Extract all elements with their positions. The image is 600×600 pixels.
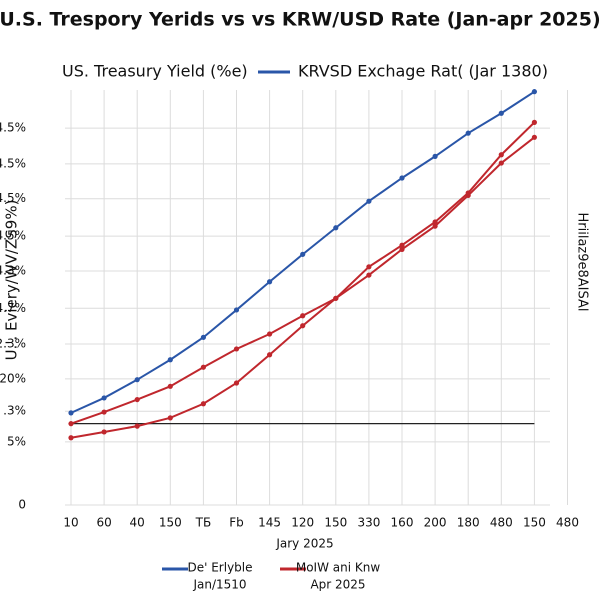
y-tick-label: 2.3% <box>0 336 26 350</box>
x-tick-label: 145 <box>258 516 281 530</box>
x-tick-label: 10 <box>63 516 78 530</box>
x-tick-label: TБ <box>195 516 212 530</box>
point <box>68 410 74 416</box>
point <box>333 225 339 231</box>
point <box>432 223 438 229</box>
x-tick-label: Fb <box>229 516 244 530</box>
point <box>200 401 206 407</box>
point <box>399 246 405 252</box>
point <box>200 364 206 370</box>
point <box>531 134 538 140</box>
point <box>267 279 273 285</box>
y-tick-label: 0 <box>18 498 26 512</box>
x-tick-label: 150 <box>324 516 347 530</box>
point <box>531 119 538 125</box>
y2-axis-label: Hriilaz9e8AISAl <box>575 212 590 311</box>
x-tick-label: 200 <box>424 516 447 530</box>
x-tick-label: 480 <box>556 516 579 530</box>
x-tick-label: 330 <box>357 516 380 530</box>
point <box>366 198 372 204</box>
point <box>101 409 107 415</box>
point <box>531 89 538 95</box>
x-tick-label: 60 <box>96 516 111 530</box>
x-tick-label: 40 <box>130 516 145 530</box>
legend-label: De' Erlyble <box>187 561 252 575</box>
y-tick-label: 5% <box>7 434 26 448</box>
point <box>498 110 504 116</box>
y-axis-label: U.'. Eviery/WV/ZS9%) <box>3 200 21 361</box>
point <box>300 313 306 319</box>
point <box>167 383 173 389</box>
point <box>300 323 306 329</box>
y-tick-label: 20% <box>0 371 26 385</box>
point <box>399 242 405 248</box>
point <box>366 272 372 278</box>
x-tick-label: 150 <box>159 516 182 530</box>
point <box>68 421 74 427</box>
point <box>68 435 74 441</box>
x-axis-label: Jary 2025 <box>275 537 333 551</box>
point <box>200 334 206 340</box>
y-tick-label: .3% <box>3 404 26 418</box>
legend-label: MoIW ani Knw <box>296 561 380 575</box>
point <box>300 251 306 257</box>
point <box>167 357 173 363</box>
point <box>498 160 504 166</box>
point <box>465 192 471 199</box>
point <box>101 395 107 401</box>
point <box>498 152 504 158</box>
y-tick-label: 4.5% <box>0 121 26 135</box>
point <box>233 380 240 386</box>
chart-title: U.S. Trespory Yerids vs vs KRW/USD Rate … <box>0 9 600 31</box>
point <box>267 331 273 337</box>
legend-text: US. Treasury Yield (%e) <box>62 62 248 81</box>
x-tick-label: 120 <box>291 516 314 530</box>
point <box>233 346 240 352</box>
point <box>366 264 372 270</box>
x-tick-label: 160 <box>391 516 414 530</box>
legend-text: KRVSD Exchage Rat( (Jar 1380) <box>298 62 548 81</box>
y-tick-label: 4.7% <box>0 301 26 315</box>
point <box>333 295 339 301</box>
point <box>134 396 140 403</box>
point <box>134 377 140 383</box>
point <box>167 415 173 421</box>
y-tick-label: 4.5% <box>0 191 26 205</box>
point <box>134 423 140 429</box>
point <box>399 175 405 181</box>
point <box>465 130 471 136</box>
point <box>101 429 107 435</box>
y-tick-label: 4.3% <box>0 263 26 277</box>
point <box>233 307 240 313</box>
y-tick-label: 4.5% <box>0 229 26 243</box>
point <box>267 352 273 358</box>
x-tick-label: 180 <box>457 516 480 530</box>
y-tick-label: 4.5% <box>0 156 26 170</box>
x-tick-label: 150 <box>523 516 546 530</box>
x-tick-label: 480 <box>490 516 513 530</box>
legend-label: Jan/1510 <box>192 578 246 592</box>
point <box>432 219 438 225</box>
point <box>432 153 438 159</box>
legend-label: Apr 2025 <box>310 578 365 592</box>
